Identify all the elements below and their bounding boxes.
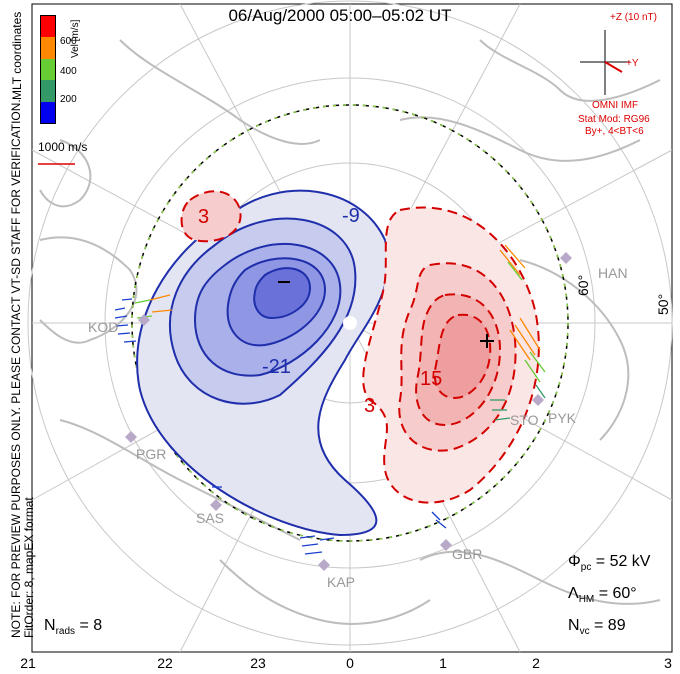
mlt-tick-label: 1 — [439, 655, 447, 671]
latitude-label-50: 50° — [655, 293, 671, 315]
potential-extrema — [278, 281, 494, 348]
station-label: STO — [510, 412, 539, 428]
negative-potential-cell — [136, 189, 390, 537]
contour-label: 15 — [420, 368, 443, 390]
fit-order-line: FitOrder: 8, mapEX format — [22, 497, 36, 638]
positive-potential-cell — [180, 190, 540, 504]
stat-model: Stat Mod: RG96 — [578, 114, 650, 125]
colorbar-segment-1 — [41, 16, 55, 38]
contour-label: 3 — [198, 206, 210, 228]
station-label: SAS — [196, 510, 225, 526]
coastlines — [39, 39, 661, 625]
station-label: KOD — [88, 319, 119, 335]
radar-count: Nrads = 8 — [44, 617, 103, 638]
map-title: 06/Aug/2000 05:00–05:02 UT — [228, 6, 452, 25]
station-label: GBR — [452, 546, 483, 562]
colorbar-tick: 400 — [60, 66, 77, 77]
contour-label: -9 — [342, 205, 360, 227]
colorbar-segment-5 — [41, 101, 55, 123]
cross-polar-potential: Φpc = 52 kV — [568, 553, 651, 574]
station-label: PYK — [548, 410, 577, 426]
velocity-vectors — [114, 244, 546, 555]
station-label: KAP — [327, 574, 356, 590]
coordinate-system-label: MLT coordinates — [10, 11, 24, 100]
preview-note: NOTE: FOR PREVIEW PURPOSES ONLY. PLEASE … — [9, 99, 36, 638]
imf-condition: By+, 4<BT<6 — [585, 126, 644, 137]
colorbar-tick: 600 — [60, 36, 77, 47]
colorbar-tick: 200 — [60, 94, 77, 105]
station-label: HAN — [598, 265, 628, 281]
vector-count: Nvc = 89 — [568, 617, 626, 638]
contour-label: -21 — [262, 356, 291, 378]
mlt-tick-label: 22 — [157, 655, 173, 671]
mlt-tick-label: 21 — [20, 655, 36, 671]
colorbar-segment-4 — [41, 80, 55, 102]
contour-label: 3 — [364, 395, 376, 417]
mlt-tick-label: 3 — [664, 655, 672, 671]
station-markers — [125, 252, 572, 571]
latitude-label-60: 60° — [575, 274, 591, 296]
mlt-tick-label: 2 — [532, 655, 540, 671]
pole-marker — [343, 316, 357, 330]
imf-source: OMNI IMF — [592, 100, 639, 111]
colorbar-segment-3 — [41, 58, 55, 81]
imf-z-label: +Z (10 nT) — [610, 12, 657, 23]
colorbar-segment-2 — [41, 37, 55, 59]
imf-dial — [580, 30, 630, 95]
mlt-tick-label: 0 — [346, 655, 354, 671]
mlt-tick-label: 23 — [250, 655, 266, 671]
colorbar-label: Vel [m/s] — [70, 19, 81, 58]
station-label: PGR — [136, 446, 167, 462]
boundary-overlay — [131, 104, 569, 542]
heppner-maynard-latitude: ΛHM = 60° — [568, 585, 637, 606]
imf-y-label: +Y — [626, 58, 639, 69]
velocity-scale-label: 1000 m/s — [38, 140, 88, 154]
velocity-colorbar — [40, 15, 56, 124]
